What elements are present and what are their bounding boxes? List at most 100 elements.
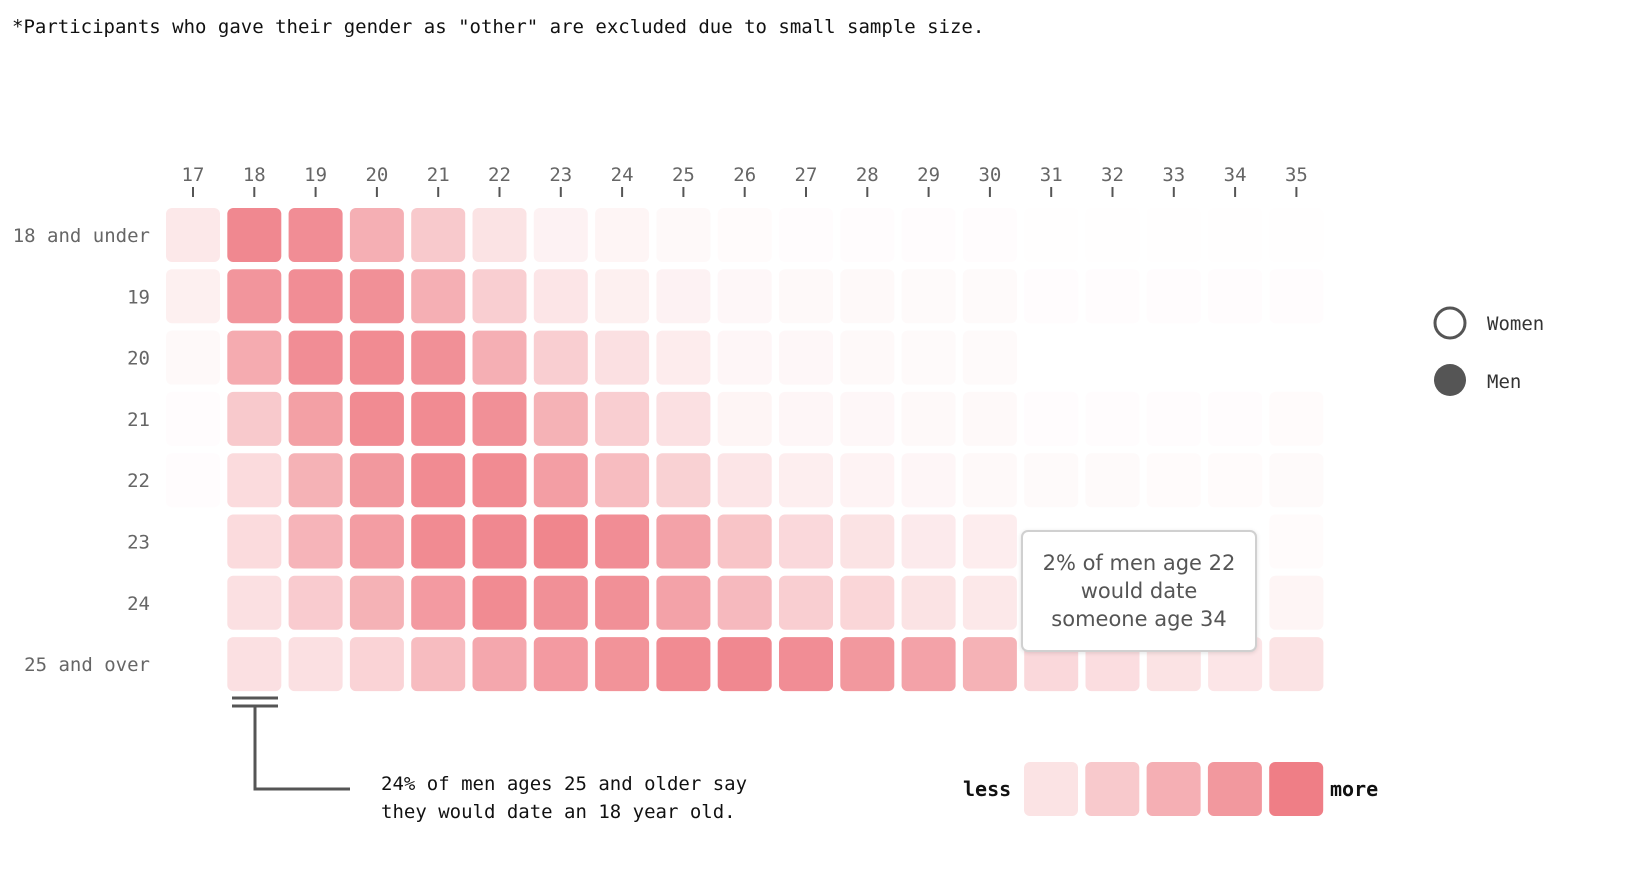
heatmap-cell[interactable] xyxy=(533,330,588,385)
heatmap-cell[interactable] xyxy=(962,453,1017,508)
heatmap-cell[interactable] xyxy=(472,514,527,569)
heatmap-cell[interactable] xyxy=(166,453,220,508)
heatmap-cell[interactable] xyxy=(901,575,956,630)
heatmap-cell[interactable] xyxy=(779,637,833,692)
heatmap-cell[interactable] xyxy=(166,391,220,446)
heatmap-cell[interactable] xyxy=(840,637,895,692)
heatmap-cell[interactable] xyxy=(166,208,220,262)
heatmap-cell[interactable] xyxy=(227,575,282,630)
heatmap-cell[interactable] xyxy=(840,514,895,569)
heatmap-cell[interactable] xyxy=(472,453,527,508)
heatmap-cell[interactable] xyxy=(840,575,895,630)
heatmap-cell[interactable] xyxy=(1208,453,1263,508)
heatmap-cell[interactable] xyxy=(1269,208,1324,262)
heatmap-cell[interactable] xyxy=(1024,453,1079,508)
heatmap-cell[interactable] xyxy=(227,453,282,508)
heatmap-cell[interactable] xyxy=(1269,391,1324,446)
heatmap-cell[interactable] xyxy=(288,453,343,508)
heatmap-cell[interactable] xyxy=(411,575,466,630)
heatmap-cell[interactable] xyxy=(656,637,711,692)
heatmap-cell[interactable] xyxy=(656,514,711,569)
heatmap-cell[interactable] xyxy=(349,269,404,324)
heatmap-cell[interactable] xyxy=(901,269,956,324)
heatmap-cell[interactable] xyxy=(349,514,404,569)
heatmap-cell[interactable] xyxy=(962,269,1017,324)
heatmap-cell[interactable] xyxy=(595,514,650,569)
heatmap-cell[interactable] xyxy=(779,514,833,569)
heatmap-cell[interactable] xyxy=(840,269,895,324)
heatmap-cell[interactable] xyxy=(1269,453,1324,508)
heatmap-cell[interactable] xyxy=(717,208,772,262)
heatmap-cell[interactable] xyxy=(227,514,282,569)
heatmap-cell[interactable] xyxy=(288,269,343,324)
heatmap-cell[interactable] xyxy=(411,391,466,446)
heatmap-cell[interactable] xyxy=(472,637,527,692)
legend-women-marker[interactable] xyxy=(1433,306,1467,340)
heatmap-cell[interactable] xyxy=(472,269,527,324)
heatmap-cell[interactable] xyxy=(1208,208,1263,262)
heatmap-cell[interactable] xyxy=(166,330,220,385)
heatmap-cell[interactable] xyxy=(411,453,466,508)
heatmap-cell[interactable] xyxy=(717,391,772,446)
heatmap-cell[interactable] xyxy=(411,208,466,262)
legend-women-label[interactable]: Women xyxy=(1487,313,1544,335)
heatmap-cell[interactable] xyxy=(656,453,711,508)
heatmap-cell[interactable] xyxy=(595,330,650,385)
heatmap-cell[interactable] xyxy=(349,453,404,508)
heatmap-cell[interactable] xyxy=(1024,208,1079,262)
heatmap-cell[interactable] xyxy=(533,269,588,324)
heatmap-cell[interactable] xyxy=(166,269,220,324)
heatmap-cell[interactable] xyxy=(656,391,711,446)
heatmap-cell[interactable] xyxy=(840,208,895,262)
heatmap-cell[interactable] xyxy=(1024,391,1079,446)
heatmap-cell[interactable] xyxy=(595,575,650,630)
heatmap-cell[interactable] xyxy=(595,208,650,262)
heatmap-cell[interactable] xyxy=(227,330,282,385)
heatmap-cell[interactable] xyxy=(779,453,833,508)
heatmap-cell[interactable] xyxy=(840,391,895,446)
heatmap-cell[interactable] xyxy=(901,637,956,692)
heatmap-cell[interactable] xyxy=(717,330,772,385)
heatmap-cell[interactable] xyxy=(227,269,282,324)
heatmap-cell[interactable] xyxy=(472,208,527,262)
heatmap-cell[interactable] xyxy=(901,453,956,508)
heatmap-cell[interactable] xyxy=(840,330,895,385)
heatmap-cell[interactable] xyxy=(533,575,588,630)
heatmap-cell[interactable] xyxy=(349,330,404,385)
heatmap-cell[interactable] xyxy=(227,637,282,692)
heatmap-cell[interactable] xyxy=(1208,391,1263,446)
heatmap-cell[interactable] xyxy=(595,637,650,692)
heatmap-cell[interactable] xyxy=(717,575,772,630)
heatmap-cell[interactable] xyxy=(1269,637,1324,692)
heatmap-cell[interactable] xyxy=(1269,269,1324,324)
heatmap-cell[interactable] xyxy=(1085,269,1140,324)
heatmap-cell[interactable] xyxy=(533,637,588,692)
heatmap-cell[interactable] xyxy=(1085,391,1140,446)
heatmap-cell[interactable] xyxy=(227,208,282,262)
heatmap-cell[interactable] xyxy=(349,575,404,630)
heatmap-cell[interactable] xyxy=(717,637,772,692)
heatmap-cell[interactable] xyxy=(656,330,711,385)
heatmap-cell[interactable] xyxy=(962,637,1017,692)
heatmap-cell[interactable] xyxy=(595,391,650,446)
heatmap-cell[interactable] xyxy=(779,575,833,630)
heatmap-cell[interactable] xyxy=(901,330,956,385)
heatmap-cell[interactable] xyxy=(411,330,466,385)
heatmap-cell[interactable] xyxy=(595,453,650,508)
heatmap-cell[interactable] xyxy=(962,208,1017,262)
heatmap-cell[interactable] xyxy=(595,269,650,324)
heatmap-cell[interactable] xyxy=(901,208,956,262)
heatmap-cell[interactable] xyxy=(1024,269,1079,324)
heatmap-cell[interactable] xyxy=(349,391,404,446)
heatmap-cell[interactable] xyxy=(1146,391,1201,446)
heatmap-cell[interactable] xyxy=(1269,514,1324,569)
heatmap-cell[interactable] xyxy=(227,391,282,446)
heatmap-cell[interactable] xyxy=(717,269,772,324)
heatmap-cell[interactable] xyxy=(962,391,1017,446)
heatmap-cell[interactable] xyxy=(901,391,956,446)
heatmap-cell[interactable] xyxy=(288,637,343,692)
heatmap-cell[interactable] xyxy=(472,575,527,630)
heatmap-cell[interactable] xyxy=(533,514,588,569)
heatmap-cell[interactable] xyxy=(472,391,527,446)
heatmap-cell[interactable] xyxy=(1269,575,1324,630)
